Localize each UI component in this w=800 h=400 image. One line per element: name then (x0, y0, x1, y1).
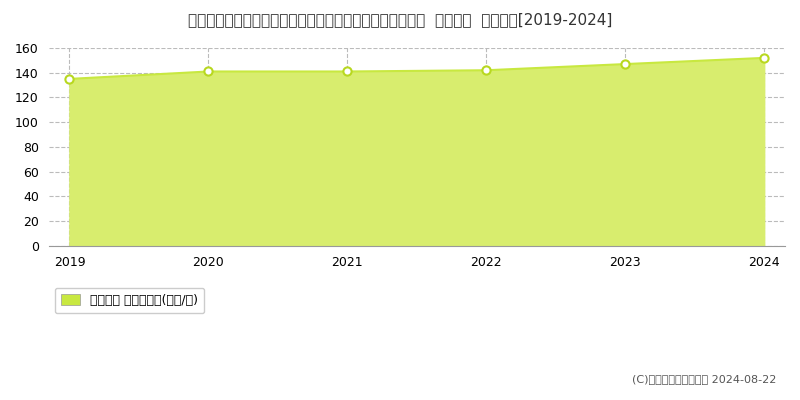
Point (341, 68, 354, 75)
Text: (C)土地価格ドットコム 2024-08-22: (C)土地価格ドットコム 2024-08-22 (632, 374, 776, 384)
Point (480, 67, 493, 74)
Point (63, 76, 76, 82)
Point (619, 61, 632, 67)
Point (758, 55, 770, 61)
Point (202, 68, 214, 75)
Legend: 地価公示 平均坪単価(万円/坪): 地価公示 平均坪単価(万円/坪) (55, 288, 204, 313)
Text: 埼玉県さいたま市中央区大字下落合字大原１０５０番２外  地価公示  地価推移[2019-2024]: 埼玉県さいたま市中央区大字下落合字大原１０５０番２外 地価公示 地価推移[201… (188, 12, 612, 27)
